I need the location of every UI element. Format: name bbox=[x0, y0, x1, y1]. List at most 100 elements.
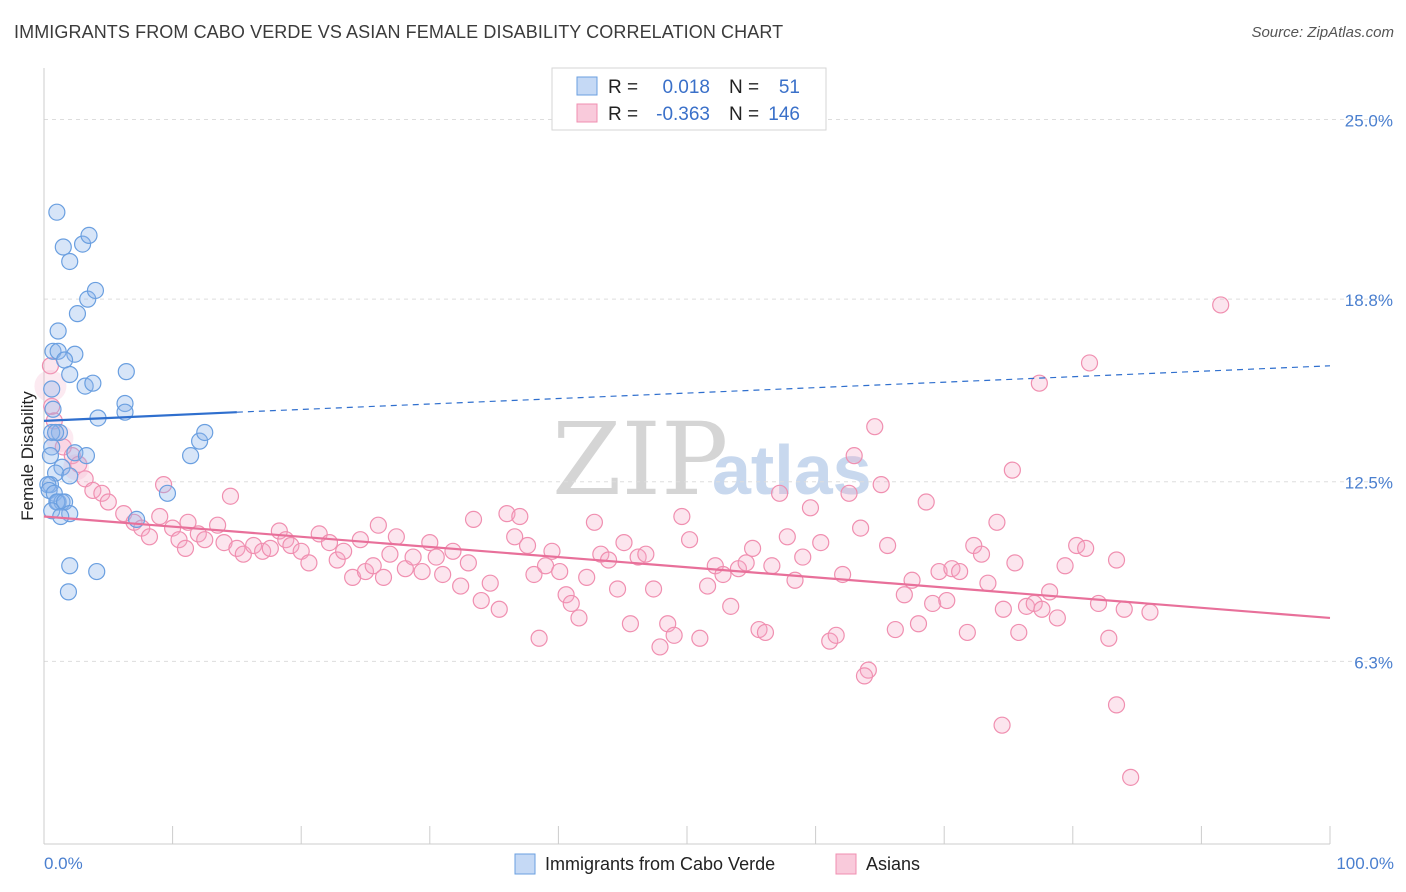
data-point bbox=[55, 351, 74, 369]
data-point bbox=[300, 554, 318, 572]
data-point bbox=[88, 562, 106, 581]
legend-r-label-pink: R = bbox=[608, 104, 638, 125]
data-point bbox=[644, 580, 663, 598]
data-point bbox=[938, 591, 956, 610]
data-point bbox=[66, 345, 84, 363]
data-point bbox=[245, 536, 263, 555]
data-point bbox=[691, 629, 709, 647]
data-point bbox=[518, 536, 537, 555]
data-point bbox=[43, 423, 61, 442]
data-point bbox=[43, 397, 61, 415]
legend-n-value-blue: 51 bbox=[779, 77, 800, 98]
data-point bbox=[1122, 768, 1140, 786]
data-point bbox=[77, 447, 96, 465]
data-point bbox=[840, 484, 858, 502]
data-point bbox=[525, 565, 543, 584]
data-point bbox=[44, 342, 62, 360]
series-cabo-verde bbox=[39, 203, 214, 601]
y-tick-label: 12.5% bbox=[1345, 474, 1393, 493]
data-point bbox=[80, 226, 98, 244]
data-point bbox=[43, 438, 61, 456]
data-point bbox=[872, 476, 890, 494]
y-axis-label: Female Disability bbox=[18, 391, 37, 521]
data-point bbox=[158, 484, 177, 502]
bottom-legend: Immigrants from Cabo Verde Asians bbox=[514, 853, 920, 875]
data-point bbox=[73, 235, 92, 253]
data-point bbox=[1056, 557, 1074, 575]
data-point bbox=[879, 536, 897, 555]
legend-frame bbox=[551, 67, 827, 131]
data-point bbox=[44, 400, 62, 418]
data-point bbox=[1212, 296, 1230, 314]
trend-line-cabo-verde bbox=[43, 411, 237, 422]
data-point bbox=[99, 493, 117, 511]
data-point bbox=[335, 542, 353, 560]
data-point bbox=[1080, 354, 1099, 372]
data-point bbox=[282, 536, 300, 555]
data-point bbox=[972, 545, 991, 563]
data-point bbox=[86, 281, 105, 300]
data-point bbox=[924, 594, 942, 613]
data-point bbox=[43, 502, 61, 520]
y-tick-label: 18.8% bbox=[1345, 291, 1393, 310]
legend-n-label-pink: N = bbox=[729, 104, 759, 125]
data-point bbox=[845, 447, 863, 465]
data-point bbox=[1141, 603, 1159, 621]
bottom-swatch-pink bbox=[835, 853, 857, 875]
data-point bbox=[551, 562, 569, 581]
data-point bbox=[170, 531, 188, 549]
data-point bbox=[570, 609, 588, 627]
data-point bbox=[490, 600, 508, 618]
data-point bbox=[979, 574, 997, 592]
data-point bbox=[61, 467, 79, 485]
data-point bbox=[812, 533, 830, 552]
data-point bbox=[182, 447, 200, 465]
data-point bbox=[176, 539, 195, 557]
legend-swatch-blue bbox=[576, 76, 598, 96]
data-point bbox=[886, 620, 904, 639]
watermark-atlas: atlas bbox=[712, 431, 872, 509]
data-point bbox=[743, 539, 762, 557]
data-point bbox=[917, 493, 935, 511]
data-point bbox=[328, 551, 346, 569]
data-point bbox=[43, 380, 61, 398]
data-point bbox=[1010, 623, 1028, 642]
data-point bbox=[464, 510, 483, 529]
legend-r-label-blue: R = bbox=[608, 77, 638, 98]
data-point bbox=[364, 557, 382, 575]
data-point bbox=[369, 516, 387, 534]
data-point bbox=[49, 322, 67, 340]
data-point bbox=[498, 505, 516, 523]
data-point bbox=[951, 562, 969, 581]
bottom-swatch-blue bbox=[514, 853, 536, 875]
data-point bbox=[68, 305, 87, 323]
data-point bbox=[427, 548, 445, 566]
data-point bbox=[1100, 629, 1118, 647]
data-point bbox=[1033, 600, 1051, 618]
legend-r-value-blue: 0.018 bbox=[662, 77, 710, 98]
data-point bbox=[46, 423, 65, 442]
data-point bbox=[578, 568, 596, 586]
data-point bbox=[374, 568, 393, 586]
data-point bbox=[413, 562, 431, 581]
data-point bbox=[54, 238, 72, 256]
data-point bbox=[228, 539, 246, 557]
data-point bbox=[722, 597, 740, 615]
data-point bbox=[117, 363, 135, 381]
data-point bbox=[116, 394, 134, 413]
data-point bbox=[48, 203, 66, 221]
data-point bbox=[1107, 551, 1126, 569]
y-tick-labels: 6.3% 12.5% 18.8% 25.0% bbox=[1345, 111, 1393, 672]
data-point bbox=[39, 476, 57, 494]
data-point bbox=[506, 528, 524, 546]
data-point bbox=[221, 487, 240, 505]
data-point bbox=[179, 513, 197, 531]
data-point bbox=[1107, 696, 1126, 714]
data-point bbox=[585, 513, 604, 531]
data-point bbox=[49, 342, 67, 360]
data-point bbox=[472, 591, 490, 610]
data-point bbox=[562, 594, 580, 613]
data-point bbox=[381, 545, 399, 563]
data-point bbox=[351, 531, 369, 549]
